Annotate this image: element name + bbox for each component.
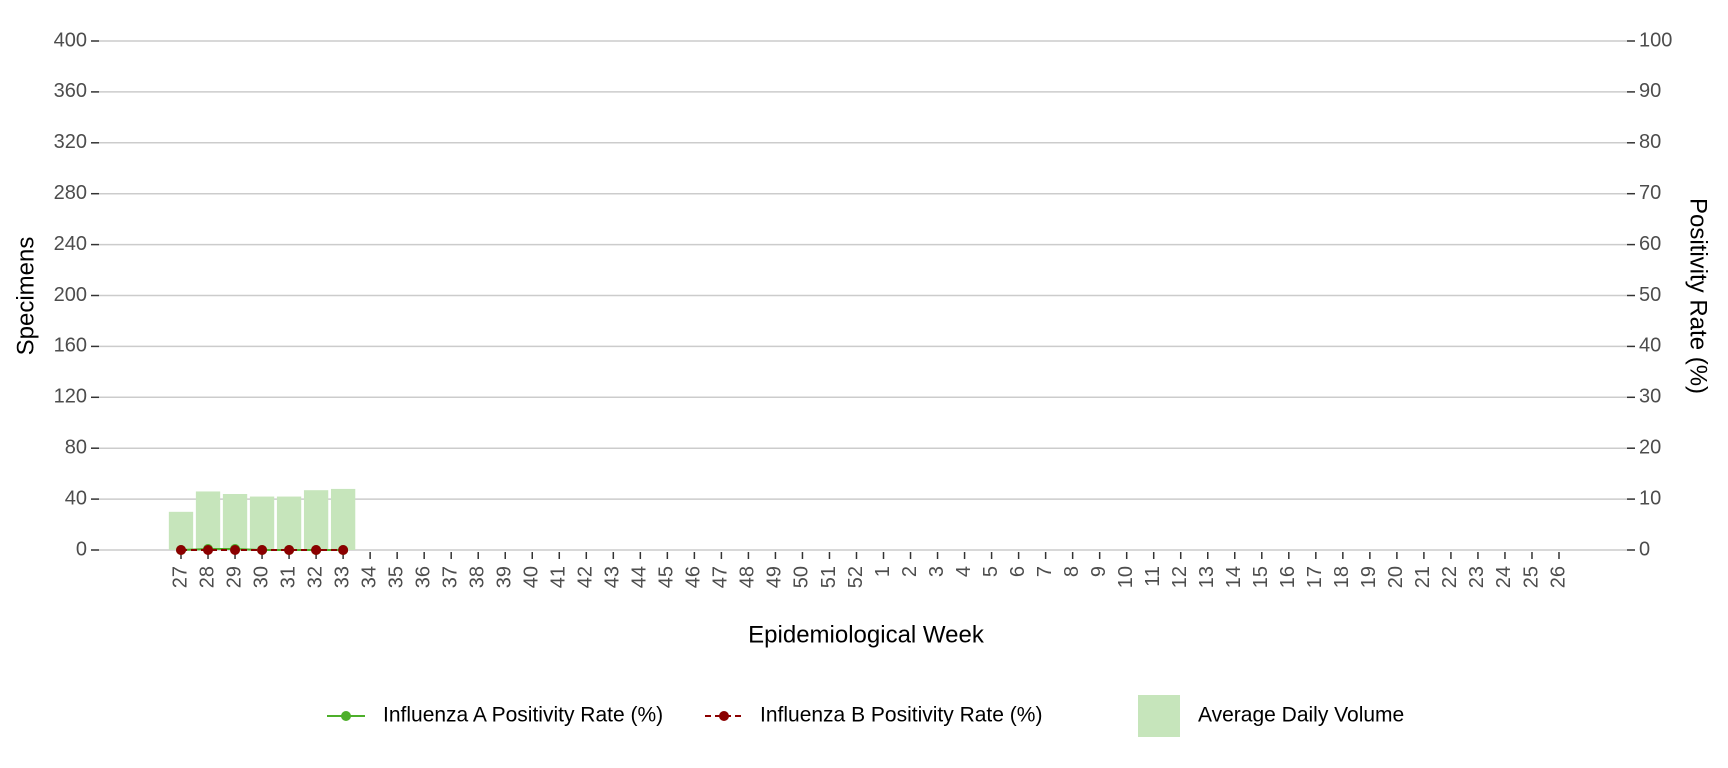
y2-tick-label: 0 [1639, 538, 1650, 560]
x-tick-label: 27 [169, 566, 191, 588]
x-tick-label: 12 [1169, 566, 1191, 588]
x-tick-label: 8 [1061, 566, 1083, 577]
y2-tick-label: 90 [1639, 80, 1661, 102]
x-tick-label: 42 [575, 566, 597, 588]
bar [168, 511, 194, 550]
y-tick-label: 0 [76, 538, 87, 560]
y2-axis-title: Positivity Rate (%) [1685, 198, 1712, 394]
y-tick-label: 320 [54, 131, 87, 153]
x-tick-label: 37 [439, 566, 461, 588]
y-tick-label: 200 [54, 284, 87, 306]
y2-tick-label: 70 [1639, 182, 1661, 204]
y-tick-label: 80 [65, 436, 87, 458]
y-tick-label: 360 [54, 80, 87, 102]
x-tick-label: 11 [1142, 566, 1164, 587]
x-tick-label: 46 [683, 566, 705, 588]
point [338, 545, 349, 555]
x-tick-label: 31 [277, 566, 299, 588]
bar [195, 491, 221, 550]
x-tick-label: 2 [899, 566, 921, 577]
x-tick-label: 30 [250, 566, 272, 588]
x-tick-label: 17 [1304, 566, 1326, 588]
x-tick-label: 18 [1331, 566, 1353, 588]
x-tick-label: 51 [818, 566, 840, 588]
x-tick-label: 19 [1358, 566, 1380, 588]
x-tick-label: 52 [845, 566, 867, 588]
y-tick-label: 160 [54, 335, 87, 357]
x-tick-label: 7 [1034, 566, 1056, 577]
x-tick-label: 10 [1115, 566, 1137, 588]
legend-point [719, 711, 729, 721]
x-tick-label: 26 [1547, 566, 1569, 588]
x-tick-label: 48 [737, 566, 759, 588]
x-tick-label: 24 [1493, 566, 1515, 588]
x-tick-label: 34 [358, 566, 380, 588]
bar [330, 488, 356, 550]
x-tick-label: 15 [1250, 566, 1272, 588]
legend-swatch [1138, 695, 1180, 737]
x-tick-label: 44 [629, 566, 651, 588]
x-tick-label: 23 [1466, 566, 1488, 588]
y-tick-label: 40 [65, 487, 87, 509]
x-tick-label: 33 [331, 566, 353, 588]
y2-tick-label: 40 [1639, 335, 1661, 357]
x-tick-label: 1 [872, 566, 894, 577]
legend-label: Influenza A Positivity Rate (%) [383, 704, 663, 727]
point [311, 545, 322, 555]
y2-tick-label: 100 [1639, 29, 1672, 51]
bar [249, 496, 275, 550]
y2-tick-label: 50 [1639, 284, 1661, 306]
bar [303, 490, 329, 550]
x-axis-title: Epidemiological Week [748, 621, 985, 648]
x-tick-label: 16 [1277, 566, 1299, 588]
x-tick-label: 29 [223, 566, 245, 588]
legend-label: Influenza B Positivity Rate (%) [760, 704, 1042, 727]
bar [222, 494, 248, 550]
bar [276, 496, 302, 550]
y-tick-label: 280 [54, 182, 87, 204]
x-tick-label: 9 [1088, 566, 1110, 577]
x-tick-label: 43 [602, 566, 624, 588]
x-tick-label: 38 [466, 566, 488, 588]
x-tick-label: 40 [521, 566, 543, 588]
x-tick-label: 32 [304, 566, 326, 588]
x-tick-label: 45 [656, 566, 678, 588]
legend-label: Average Daily Volume [1198, 704, 1404, 727]
x-tick-label: 3 [926, 566, 948, 577]
point [284, 545, 295, 555]
legend-point [341, 711, 351, 721]
x-tick-label: 36 [412, 566, 434, 588]
x-tick-label: 14 [1223, 566, 1245, 588]
point [230, 545, 241, 555]
x-tick-label: 28 [196, 566, 218, 588]
x-tick-label: 4 [953, 566, 975, 577]
x-tick-label: 25 [1520, 566, 1542, 588]
y2-tick-label: 80 [1639, 131, 1661, 153]
x-tick-label: 49 [764, 566, 786, 588]
y2-tick-label: 10 [1639, 487, 1661, 509]
point [203, 545, 214, 555]
x-tick-label: 47 [710, 566, 732, 588]
y2-tick-label: 20 [1639, 436, 1661, 458]
x-tick-label: 50 [791, 566, 813, 588]
x-tick-label: 22 [1439, 566, 1461, 588]
y-tick-label: 400 [54, 29, 87, 51]
x-tick-label: 13 [1196, 566, 1218, 588]
x-tick-label: 20 [1385, 566, 1407, 588]
point [257, 545, 268, 555]
y-tick-label: 120 [54, 386, 87, 408]
x-tick-label: 21 [1412, 566, 1434, 588]
y2-tick-label: 30 [1639, 386, 1661, 408]
point [176, 545, 186, 555]
x-tick-label: 39 [494, 566, 516, 588]
y-axis-title: Specimens [12, 237, 39, 356]
x-tick-label: 41 [548, 566, 570, 588]
y-tick-label: 240 [54, 233, 87, 255]
y2-tick-label: 60 [1639, 233, 1661, 255]
x-tick-label: 6 [1007, 566, 1029, 577]
x-tick-label: 5 [980, 566, 1002, 577]
x-tick-label: 35 [385, 566, 407, 588]
